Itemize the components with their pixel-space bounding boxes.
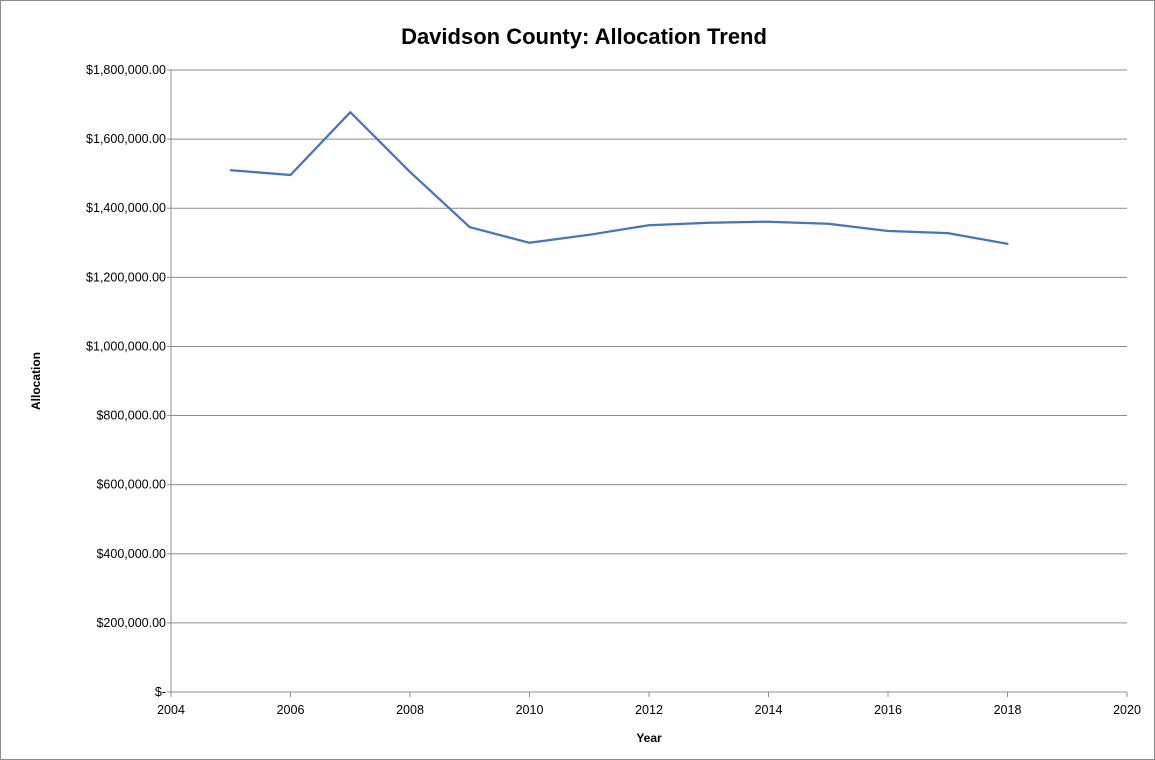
- y-axis-title: Allocation: [29, 352, 43, 410]
- y-tick-label: $400,000.00: [96, 547, 166, 561]
- chart-title: Davidson County: Allocation Trend: [401, 24, 767, 49]
- gridlines: [171, 69, 1127, 624]
- x-tick-label: 2020: [1113, 703, 1141, 717]
- x-tick-label: 2012: [635, 703, 663, 717]
- axes: [167, 69, 1128, 697]
- x-tick-label: 2014: [755, 703, 783, 717]
- series: [229, 111, 1009, 245]
- y-tick-label: $-: [155, 685, 166, 699]
- x-tick-label: 2018: [994, 703, 1022, 717]
- y-tick-label: $1,400,000.00: [86, 201, 166, 215]
- x-axis-title: Year: [636, 731, 662, 745]
- x-tick-label: 2016: [874, 703, 902, 717]
- series-line: [229, 111, 1009, 245]
- y-tick-label: $600,000.00: [96, 478, 166, 492]
- x-tick-label: 2010: [516, 703, 544, 717]
- x-tick-labels: 2004 2006 2008 2010 2012 2014 2016 2018 2020: [157, 703, 1141, 717]
- y-tick-label: $1,200,000.00: [86, 270, 166, 284]
- x-tick-label: 2006: [277, 703, 305, 717]
- y-tick-label: $1,000,000.00: [86, 339, 166, 353]
- x-tick-label: 2004: [157, 703, 185, 717]
- y-tick-label: $200,000.00: [96, 616, 166, 630]
- y-tick-label: $1,600,000.00: [86, 132, 166, 146]
- y-tick-label: $1,800,000.00: [86, 63, 166, 77]
- x-tick-label: 2008: [396, 703, 424, 717]
- y-tick-labels: $- $200,000.00 $400,000.00 $600,000.00 $800,…: [86, 63, 166, 699]
- y-tick-label: $800,000.00: [96, 409, 166, 423]
